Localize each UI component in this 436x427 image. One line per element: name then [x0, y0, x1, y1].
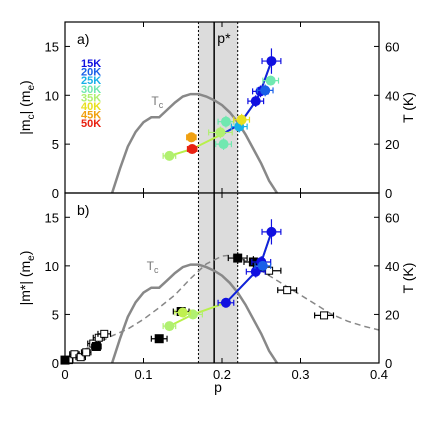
- data-point-30K: [218, 139, 229, 150]
- pstar-label: p*: [217, 30, 231, 46]
- data-point-30K: [220, 116, 231, 127]
- right-tick-label: 20: [385, 137, 399, 152]
- open-square-point: [100, 329, 109, 338]
- axis-title-part: |m*| (m: [17, 261, 33, 306]
- data-point-15K: [250, 266, 261, 277]
- tc-label: Tc: [151, 94, 163, 110]
- pstar-band: [198, 22, 238, 193]
- tc-label-main: T: [151, 94, 159, 108]
- legend-entry-45K: 45K: [81, 110, 101, 122]
- open-square-point: [82, 348, 91, 357]
- data-point-30K: [265, 75, 276, 86]
- axis-title-sub: e: [26, 85, 37, 91]
- right-tick-label: 0: [385, 356, 392, 371]
- right-tick-label: 0: [385, 186, 392, 201]
- axis-title-part: ): [17, 251, 33, 256]
- left-tick-label: 0: [52, 186, 59, 201]
- open-square-point: [76, 353, 85, 362]
- left-axis-title: |mc| (me): [17, 80, 37, 134]
- tc-dome-curve: [110, 263, 279, 364]
- left-tick-label: 15: [45, 39, 59, 54]
- data-point-40K: [236, 114, 247, 125]
- right-tick-label: 60: [385, 210, 399, 225]
- legend-entry-40K: 40K: [81, 101, 101, 113]
- axis-title-part: ): [17, 80, 33, 85]
- data-point-20K: [260, 85, 271, 96]
- left-tick-label: 0: [52, 356, 59, 371]
- filled-square-point: [154, 334, 164, 344]
- axis-title-part: | (m: [17, 91, 33, 115]
- panel-b: 0 5 10 15 0 20 40 60 0 0.1 0.2 0.3 0.4 b) Tc |m*| (me) T…: [17, 192, 416, 382]
- axis-title-sub: e: [26, 255, 37, 261]
- right-tick-label: 60: [385, 39, 399, 54]
- left-tick-label: 5: [52, 307, 59, 322]
- tc-label-main: T: [147, 259, 155, 273]
- legend-entry-30K: 30K: [81, 84, 101, 96]
- filled-square-point: [91, 341, 101, 351]
- legend-entry-20K: 20K: [81, 67, 101, 79]
- right-axis-title: T (K): [400, 263, 416, 294]
- legend-entry-15K: 15K: [81, 58, 101, 70]
- filled-square-point: [233, 253, 243, 263]
- data-point-20K: [257, 260, 268, 271]
- data-point-15K: [266, 226, 277, 237]
- tc-label-sub: c: [159, 100, 164, 110]
- dashed-mass-curve: [64, 254, 380, 359]
- right-axis-title: T (K): [400, 92, 416, 123]
- data-point-15K: [220, 297, 231, 308]
- data-point-15K: [266, 56, 277, 67]
- data-point-35K: [164, 150, 175, 161]
- x-tick-label: 0.2: [213, 367, 231, 382]
- x-tick-label: 0.3: [291, 367, 309, 382]
- data-point-50K: [187, 144, 198, 155]
- pstar-band: [198, 193, 238, 363]
- right-tick-label: 20: [385, 307, 399, 322]
- data-point-35K: [164, 321, 175, 332]
- x-tick-label: 0: [61, 367, 68, 382]
- legend-entry-50K: 50K: [81, 118, 101, 130]
- panel-label: a): [77, 31, 89, 47]
- open-square-point: [320, 311, 329, 320]
- panel-label: b): [77, 202, 89, 218]
- tc-label: Tc: [147, 259, 159, 275]
- data-point-15K: [250, 96, 261, 107]
- left-axis-title: |m*| (me): [17, 251, 37, 306]
- data-point-35K: [215, 127, 226, 138]
- left-tick-label: 5: [52, 137, 59, 152]
- data-point-35K: [187, 309, 198, 320]
- data-point-45K: [186, 132, 197, 143]
- legend-entry-35K: 35K: [81, 92, 101, 104]
- right-tick-label: 40: [385, 259, 399, 274]
- x-tick-label: 0.4: [370, 367, 388, 382]
- legend-entry-25K: 25K: [81, 75, 101, 87]
- axis-title-part: |m: [17, 119, 33, 134]
- tc-dome-curve: [110, 92, 279, 194]
- data-point-45K: [177, 307, 188, 318]
- left-tick-label: 15: [45, 210, 59, 225]
- x-axis-title: p: [214, 379, 222, 395]
- axis-title-sub: c: [26, 114, 37, 119]
- right-tick-label: 40: [385, 88, 399, 103]
- x-tick-label: 0.1: [134, 367, 152, 382]
- left-tick-label: 10: [45, 259, 59, 274]
- open-square-point: [283, 286, 292, 295]
- tc-label-sub: c: [154, 265, 159, 275]
- left-tick-label: 10: [45, 88, 59, 103]
